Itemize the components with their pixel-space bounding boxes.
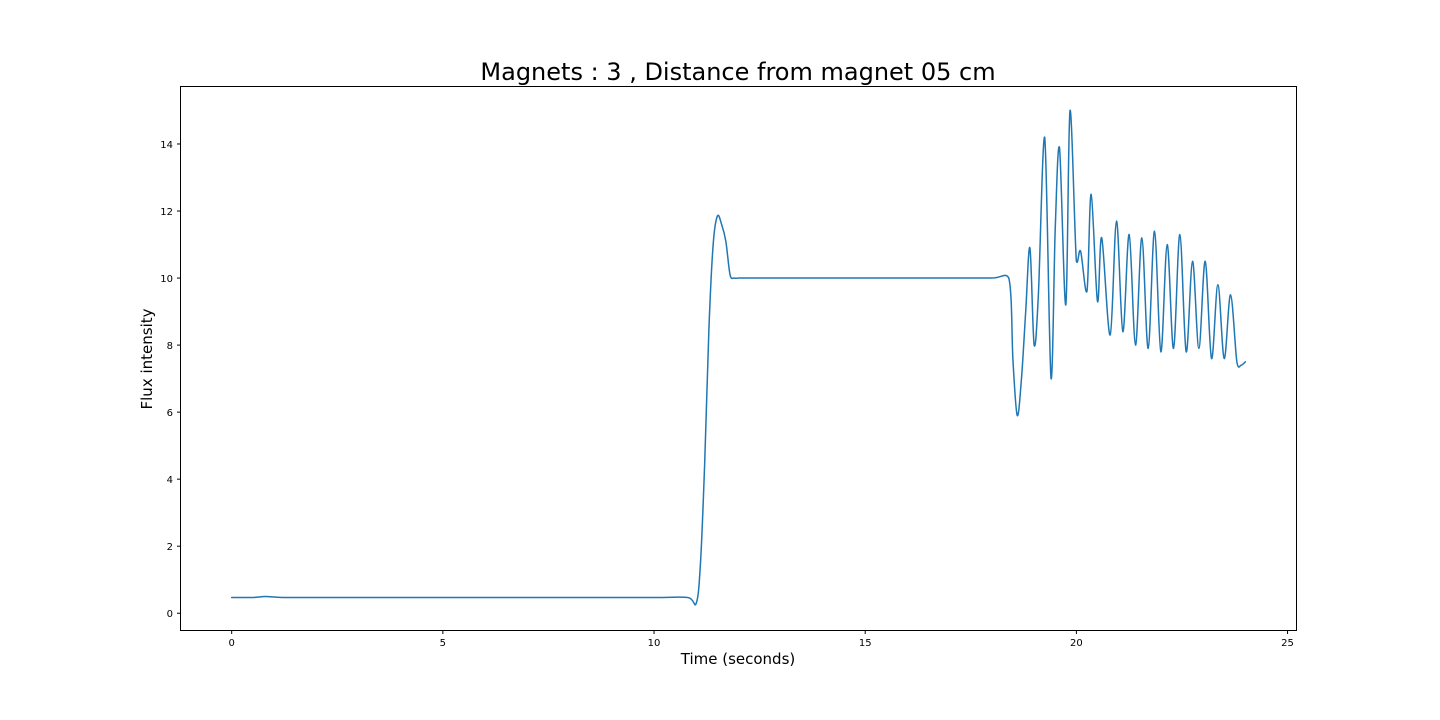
- plot-frame: [180, 86, 1297, 631]
- y-tick-label: 0: [167, 609, 173, 620]
- x-tick-label: 20: [1070, 638, 1083, 649]
- y-tick-label: 14: [160, 140, 173, 151]
- x-tick-label: 25: [1281, 638, 1294, 649]
- y-tick-label: 10: [160, 274, 173, 285]
- x-tick-label: 0: [228, 638, 234, 649]
- x-tick-label: 10: [648, 638, 661, 649]
- y-tick-label: 4: [167, 475, 173, 486]
- y-axis: 0 2 4 6 8 10 12 14: [160, 140, 181, 620]
- y-tick-label: 8: [167, 341, 173, 352]
- chart-title: Magnets : 3 , Distance from magnet 05 cm: [480, 58, 995, 86]
- flux-intensity-line: [230, 109, 1247, 606]
- y-axis-label: Flux intensity: [138, 308, 156, 409]
- y-tick-label: 6: [167, 408, 173, 419]
- y-tick-label: 2: [167, 542, 173, 553]
- y-tick-label: 12: [160, 207, 173, 218]
- x-axis-label: Time (seconds): [680, 650, 796, 668]
- x-tick-label: 5: [440, 638, 446, 649]
- x-tick-label: 15: [859, 638, 872, 649]
